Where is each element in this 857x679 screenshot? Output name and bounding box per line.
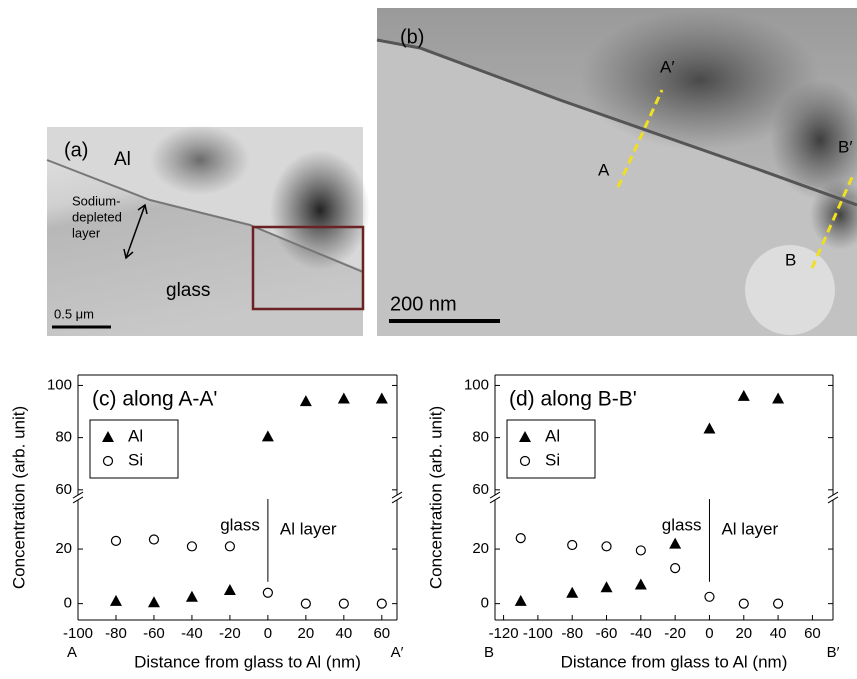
marker	[376, 392, 388, 403]
label: layer	[72, 225, 101, 240]
label: Al	[114, 149, 131, 170]
marker	[669, 538, 681, 549]
chart-title: (c) along A-A'	[92, 388, 217, 411]
marker	[739, 599, 748, 608]
chart-title: (d) along B-B'	[509, 388, 637, 411]
marker	[566, 587, 578, 598]
marker	[774, 599, 783, 608]
marker	[111, 536, 120, 545]
marker	[568, 540, 577, 549]
legend-label: Si	[545, 450, 560, 469]
marker	[149, 535, 158, 544]
dark-grain	[270, 150, 370, 270]
x-tick-label: 0	[264, 625, 272, 642]
marker	[263, 588, 272, 597]
label: B	[785, 250, 796, 269]
label: depleted	[72, 209, 122, 224]
micrograph-b: (b) A A′ B B′ 200 nm	[377, 8, 857, 336]
y-tick-label: 80	[472, 429, 489, 446]
marker	[148, 596, 160, 607]
x-end-label: A′	[391, 644, 404, 661]
figure: (a) Al Sodium- depleted layer glass 0.5 …	[0, 0, 857, 679]
label: A′	[660, 57, 675, 76]
region-label: Al layer	[280, 519, 337, 538]
marker	[300, 395, 312, 406]
marker	[262, 430, 274, 441]
dark-grain	[150, 125, 250, 195]
marker	[635, 579, 647, 590]
x-tick-label: -60	[596, 625, 618, 642]
legend-label: Al	[128, 426, 143, 445]
x-end-label: B′	[827, 644, 840, 661]
y-tick-label: 60	[55, 481, 72, 498]
y-tick-label: 100	[464, 376, 489, 393]
region-label: glass	[662, 515, 702, 534]
marker	[338, 392, 350, 403]
marker	[339, 599, 348, 608]
x-tick-label: -60	[143, 625, 165, 642]
marker	[705, 592, 714, 601]
x-end-label: B	[484, 644, 494, 661]
y-axis-title: Concentration (arb. unit)	[426, 406, 445, 589]
x-tick-label: -80	[105, 625, 127, 642]
marker	[636, 546, 645, 555]
scale-label: 200 nm	[390, 293, 457, 315]
y-axis-title: Concentration (arb. unit)	[9, 406, 28, 589]
x-tick-label: -100	[63, 625, 93, 642]
x-tick-label: 60	[804, 625, 821, 642]
x-end-label: A	[67, 644, 77, 661]
marker	[225, 542, 234, 551]
x-tick-label: -20	[219, 625, 241, 642]
marker	[703, 423, 715, 434]
x-axis-title: Distance from glass to Al (nm)	[561, 652, 788, 671]
y-tick-label: 0	[481, 595, 489, 612]
marker	[738, 390, 750, 401]
marker	[516, 534, 525, 543]
region-label: glass	[220, 515, 260, 534]
region-label: Al layer	[721, 519, 778, 538]
marker	[671, 564, 680, 573]
label: glass	[166, 280, 210, 301]
panel-label: (a)	[64, 139, 88, 161]
x-tick-label: 40	[335, 625, 352, 642]
x-tick-label: 60	[373, 625, 390, 642]
marker	[772, 392, 784, 403]
marker	[515, 595, 527, 606]
y-tick-label: 0	[64, 595, 72, 612]
x-tick-label: 20	[298, 625, 315, 642]
marker	[601, 581, 613, 592]
label: A	[598, 160, 610, 179]
y-tick-label: 20	[472, 540, 489, 557]
y-tick-label: 60	[472, 481, 489, 498]
marker	[187, 542, 196, 551]
marker	[301, 599, 310, 608]
x-tick-label: -40	[181, 625, 203, 642]
x-tick-label: -120	[489, 625, 519, 642]
marker	[224, 584, 236, 595]
x-tick-label: -20	[664, 625, 686, 642]
label: Sodium-	[72, 193, 120, 208]
x-tick-label: 20	[735, 625, 752, 642]
x-tick-label: -80	[561, 625, 583, 642]
x-tick-label: 40	[770, 625, 787, 642]
legend-label: Si	[128, 450, 143, 469]
y-tick-label: 20	[55, 540, 72, 557]
marker	[602, 542, 611, 551]
marker	[377, 599, 386, 608]
x-tick-label: -40	[630, 625, 652, 642]
x-tick-label: -100	[523, 625, 553, 642]
panel-label: (b)	[400, 26, 424, 48]
y-tick-label: 100	[47, 376, 72, 393]
label: B′	[838, 137, 853, 156]
scale-label: 0.5 μm	[54, 306, 94, 321]
y-tick-label: 80	[55, 429, 72, 446]
x-tick-label: 0	[705, 625, 713, 642]
legend-label: Al	[545, 426, 560, 445]
micrograph-a: (a) Al Sodium- depleted layer glass 0.5 …	[47, 125, 370, 336]
x-axis-title: Distance from glass to Al (nm)	[134, 652, 361, 671]
marker	[186, 591, 198, 602]
marker	[110, 595, 122, 606]
